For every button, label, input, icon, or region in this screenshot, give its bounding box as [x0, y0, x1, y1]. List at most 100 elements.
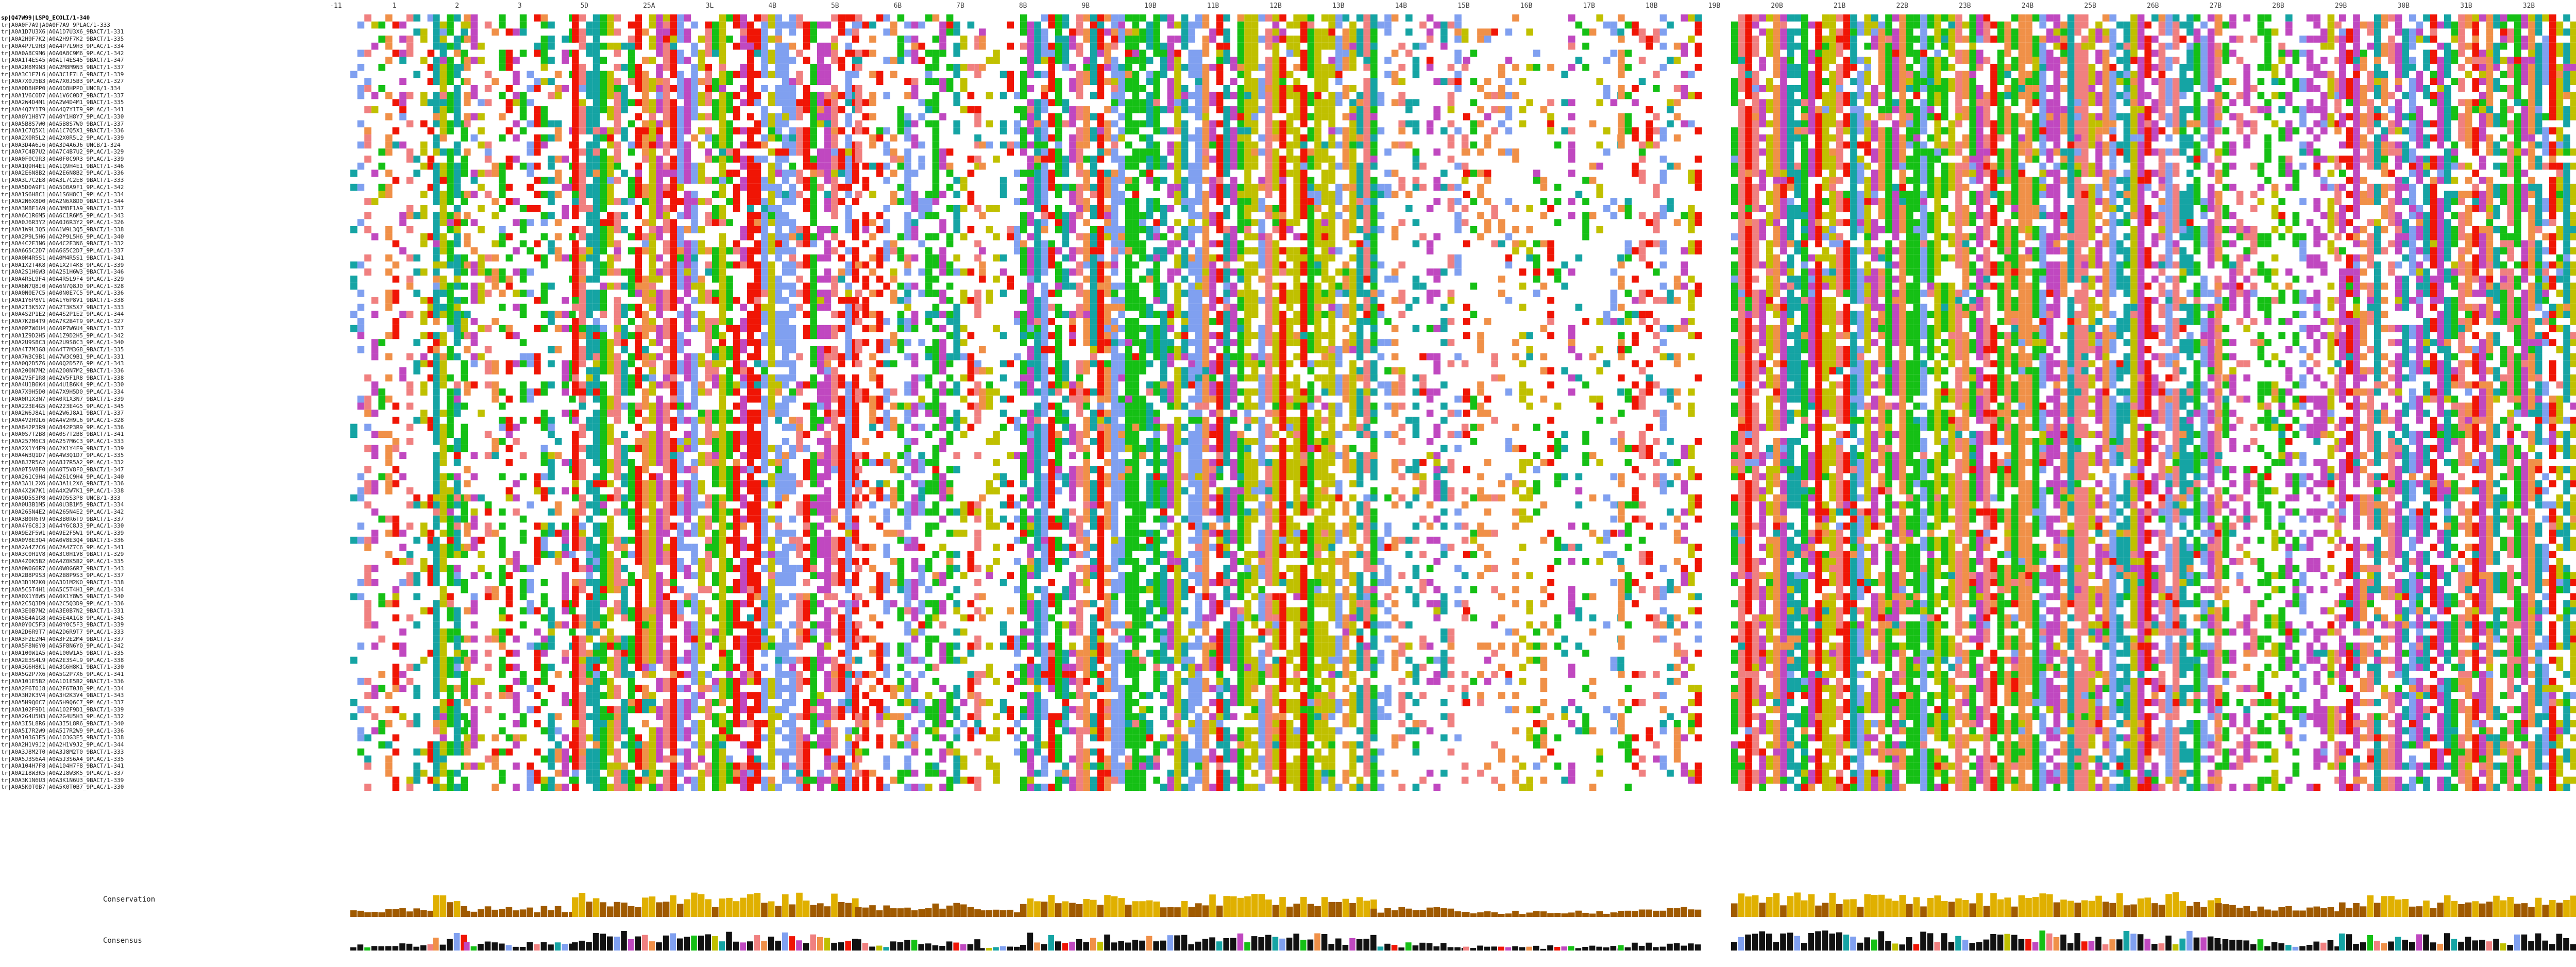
residue-cell[interactable]: [698, 163, 705, 170]
residue-cell[interactable]: [534, 177, 541, 184]
residue-cell[interactable]: [740, 636, 747, 643]
residue-cell[interactable]: [572, 762, 579, 770]
residue-cell[interactable]: [635, 480, 642, 487]
residue-cell[interactable]: [593, 671, 600, 678]
residue-cell[interactable]: [684, 262, 691, 269]
residue-cell[interactable]: [541, 50, 548, 57]
residue-cell[interactable]: [670, 678, 677, 685]
residue-cell[interactable]: [761, 593, 768, 600]
residue-cell[interactable]: [586, 163, 593, 170]
residue-cell[interactable]: [607, 28, 614, 36]
residue-cell[interactable]: [433, 756, 440, 763]
residue-cell[interactable]: [440, 92, 447, 99]
residue-cell[interactable]: [499, 607, 506, 615]
residue-cell[interactable]: [471, 353, 478, 361]
residue-cell[interactable]: [614, 508, 621, 516]
residue-cell[interactable]: [572, 318, 579, 325]
residue-cell[interactable]: [733, 699, 740, 706]
residue-cell[interactable]: [506, 50, 513, 57]
residue-cell[interactable]: [726, 297, 733, 304]
residue-cell[interactable]: [393, 318, 400, 325]
residue-cell[interactable]: [454, 121, 461, 128]
residue-cell[interactable]: [719, 734, 726, 741]
residue-cell[interactable]: [621, 452, 628, 459]
residue-cell[interactable]: [478, 678, 485, 685]
residue-cell[interactable]: [782, 92, 789, 99]
residue-cell[interactable]: [831, 593, 838, 600]
residue-cell[interactable]: [492, 762, 499, 770]
residue-cell[interactable]: [789, 169, 796, 177]
residue-cell[interactable]: [754, 741, 761, 749]
residue-cell[interactable]: [677, 156, 684, 163]
sequence-id[interactable]: tr|A0A2P9L5H6|A0A2P9L5H6_9PLAC/1-340: [1, 233, 124, 240]
residue-cell[interactable]: [824, 734, 832, 741]
residue-cell[interactable]: [761, 226, 768, 233]
residue-cell[interactable]: [649, 219, 656, 226]
residue-cell[interactable]: [621, 642, 628, 650]
residue-cell[interactable]: [621, 657, 628, 664]
residue-cell[interactable]: [670, 28, 677, 36]
residue-cell[interactable]: [782, 600, 789, 607]
residue-cell[interactable]: [775, 445, 782, 452]
residue-cell[interactable]: [824, 756, 832, 763]
residue-cell[interactable]: [413, 268, 420, 276]
residue-cell[interactable]: [719, 121, 726, 128]
residue-cell[interactable]: [499, 325, 506, 332]
residue-cell[interactable]: [733, 466, 740, 473]
residue-cell[interactable]: [628, 36, 635, 43]
residue-cell[interactable]: [635, 685, 642, 692]
residue-cell[interactable]: [520, 22, 527, 29]
residue-cell[interactable]: [642, 92, 649, 99]
residue-cell[interactable]: [698, 99, 705, 106]
residue-cell[interactable]: [593, 36, 600, 43]
residue-cell[interactable]: [705, 268, 712, 276]
residue-cell[interactable]: [733, 113, 740, 121]
residue-cell[interactable]: [817, 720, 824, 727]
residue-cell[interactable]: [572, 720, 579, 727]
residue-cell[interactable]: [747, 142, 754, 149]
residue-cell[interactable]: [413, 685, 420, 692]
sequence-id[interactable]: tr|A0A0M4R5S1|A0A0M4R5S1_9BACT/1-341: [1, 255, 124, 261]
residue-cell[interactable]: [464, 530, 471, 537]
residue-cell[interactable]: [420, 501, 428, 508]
residue-cell[interactable]: [527, 85, 534, 92]
residue-cell[interactable]: [621, 92, 628, 99]
residue-cell[interactable]: [698, 388, 705, 396]
residue-cell[interactable]: [534, 544, 541, 551]
residue-cell[interactable]: [768, 198, 775, 205]
residue-cell[interactable]: [775, 156, 782, 163]
residue-cell[interactable]: [670, 388, 677, 396]
residue-cell[interactable]: [810, 22, 817, 29]
residue-cell[interactable]: [869, 163, 876, 170]
residue-cell[interactable]: [733, 205, 740, 212]
residue-cell[interactable]: [817, 233, 824, 241]
residue-cell[interactable]: [485, 148, 492, 156]
residue-cell[interactable]: [824, 508, 832, 516]
residue-cell[interactable]: [761, 530, 768, 537]
residue-cell[interactable]: [684, 169, 691, 177]
residue-cell[interactable]: [579, 579, 586, 586]
residue-cell[interactable]: [747, 706, 754, 714]
residue-cell[interactable]: [768, 184, 775, 191]
residue-cell[interactable]: [642, 762, 649, 770]
residue-cell[interactable]: [600, 600, 607, 607]
sequence-id[interactable]: tr|A0A2X0R5L2|A0A2X0R5L2_9PLAC/1-339: [1, 134, 124, 141]
residue-cell[interactable]: [649, 290, 656, 297]
residue-cell[interactable]: [712, 367, 719, 375]
residue-cell[interactable]: [869, 615, 876, 622]
residue-cell[interactable]: [677, 240, 684, 247]
residue-cell[interactable]: [698, 629, 705, 636]
residue-cell[interactable]: [534, 537, 541, 544]
residue-cell[interactable]: [824, 353, 832, 361]
residue-cell[interactable]: [796, 621, 803, 629]
residue-cell[interactable]: [838, 473, 845, 481]
residue-cell[interactable]: [600, 749, 607, 756]
residue-cell[interactable]: [492, 381, 499, 388]
residue-cell[interactable]: [761, 495, 768, 502]
residue-cell[interactable]: [600, 268, 607, 276]
residue-cell[interactable]: [621, 381, 628, 388]
residue-cell[interactable]: [698, 621, 705, 629]
residue-cell[interactable]: [768, 121, 775, 128]
residue-cell[interactable]: [803, 770, 810, 777]
residue-cell[interactable]: [852, 784, 859, 791]
